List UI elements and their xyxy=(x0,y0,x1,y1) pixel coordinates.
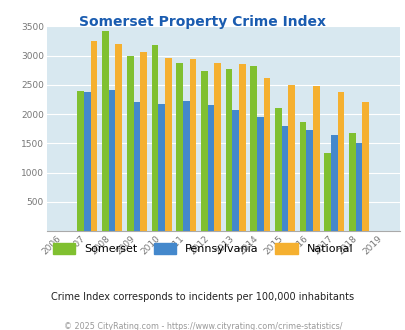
Bar xyxy=(91,41,97,231)
Bar xyxy=(256,117,263,231)
Bar xyxy=(355,143,362,231)
Bar xyxy=(274,108,281,231)
Bar xyxy=(189,59,196,231)
Bar xyxy=(348,133,355,231)
Bar xyxy=(176,63,183,231)
Bar xyxy=(151,45,158,231)
Bar xyxy=(126,56,133,231)
Text: Crime Index corresponds to incidents per 100,000 inhabitants: Crime Index corresponds to incidents per… xyxy=(51,292,354,302)
Bar xyxy=(133,102,140,231)
Bar xyxy=(362,102,368,231)
Bar xyxy=(330,135,337,231)
Bar xyxy=(102,31,109,231)
Bar xyxy=(263,79,270,231)
Bar xyxy=(232,110,239,231)
Bar xyxy=(183,101,189,231)
Bar xyxy=(207,105,214,231)
Bar xyxy=(77,91,84,231)
Bar xyxy=(109,89,115,231)
Bar xyxy=(225,69,232,231)
Bar xyxy=(299,122,306,231)
Bar xyxy=(239,64,245,231)
Bar xyxy=(158,104,164,231)
Bar xyxy=(324,153,330,231)
Bar xyxy=(140,52,147,231)
Bar xyxy=(214,63,220,231)
Bar xyxy=(306,130,312,231)
Bar xyxy=(200,71,207,231)
Bar xyxy=(250,66,256,231)
Bar xyxy=(312,86,319,231)
Bar xyxy=(164,58,171,231)
Bar xyxy=(84,92,91,231)
Bar xyxy=(288,85,294,231)
Bar xyxy=(337,92,343,231)
Legend: Somerset, Pennsylvania, National: Somerset, Pennsylvania, National xyxy=(48,238,357,258)
Text: Somerset Property Crime Index: Somerset Property Crime Index xyxy=(79,15,326,29)
Bar xyxy=(281,126,288,231)
Text: © 2025 CityRating.com - https://www.cityrating.com/crime-statistics/: © 2025 CityRating.com - https://www.city… xyxy=(64,322,341,330)
Bar xyxy=(115,44,122,231)
